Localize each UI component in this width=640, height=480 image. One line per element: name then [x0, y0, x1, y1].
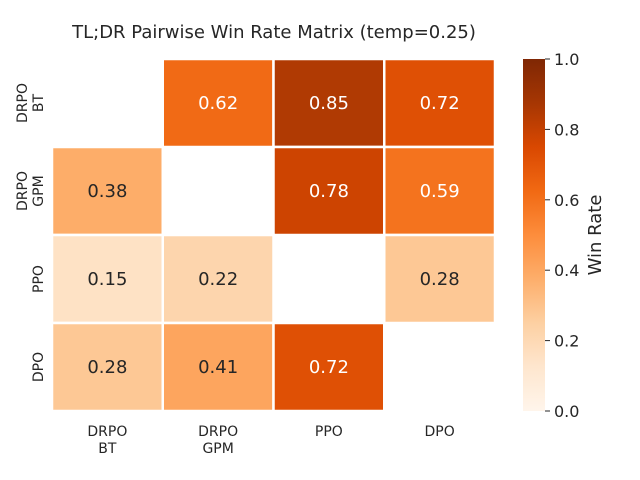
col-tick-label: PPO: [315, 424, 343, 440]
heatmap-cell: [161, 57, 275, 149]
row-tick-label: GPM: [31, 175, 47, 206]
heatmap-cell: [50, 145, 164, 237]
colorbar-ticks: 0.0 0.2 0.4 0.6 0.8 1.0: [545, 50, 579, 421]
row-tick-label: DRPO: [15, 171, 31, 211]
chart-title: TL;DR Pairwise Win Rate Matrix (temp=0.2…: [71, 22, 476, 43]
colorbar: [523, 59, 545, 411]
heatmap-cell: [272, 145, 386, 237]
cell-value-label: 0.22: [198, 269, 238, 290]
row-tick-label: DRPO: [15, 83, 31, 123]
cell-value-label: 0.62: [198, 93, 238, 114]
colorbar-tick-label: 1.0: [554, 50, 579, 69]
cell-value-label: 0.41: [198, 357, 238, 378]
cell-value-label: 0.72: [420, 93, 460, 114]
colorbar-label: Win Rate: [585, 195, 606, 276]
row-tick-label: BT: [31, 93, 47, 112]
cell-value-label: 0.28: [420, 269, 460, 290]
heatmap-cell: [383, 233, 497, 325]
heatmap-cell: [272, 321, 386, 413]
heatmap-cell: [383, 145, 497, 237]
cell-value-label: 0.38: [87, 181, 127, 202]
colorbar-tick-label: 0.8: [554, 120, 579, 139]
row-tick-label: PPO: [31, 265, 47, 293]
colorbar-tick-label: 0.4: [554, 261, 579, 280]
col-tick-label: GPM: [202, 441, 233, 457]
heatmap-cells: 0.62 0.85 0.72 0.38 0.78 0.59 0.15 0.22 0.28 0.28…: [50, 57, 497, 413]
heatmap-cell: [272, 57, 386, 149]
colorbar-tick-label: 0.6: [554, 191, 579, 210]
colorbar-tick-label: 0.0: [554, 402, 579, 421]
cell-value-label: 0.15: [87, 269, 127, 290]
cell-value-label: 0.59: [420, 181, 460, 202]
col-tick-label: DPO: [425, 424, 455, 440]
cell-value-label: 0.85: [309, 93, 349, 114]
cell-value-label: 0.28: [87, 357, 127, 378]
row-tick-label: DPO: [31, 352, 47, 382]
cell-value-label: 0.78: [309, 181, 349, 202]
heatmap-cell: [161, 233, 275, 325]
col-tick-label: DRPO: [198, 424, 238, 440]
colorbar-tick-label: 0.2: [554, 332, 579, 351]
cell-value-label: 0.72: [309, 357, 349, 378]
heatmap-cell: [50, 321, 164, 413]
col-tick-label: DRPO: [87, 424, 127, 440]
col-tick-label: BT: [98, 441, 117, 457]
